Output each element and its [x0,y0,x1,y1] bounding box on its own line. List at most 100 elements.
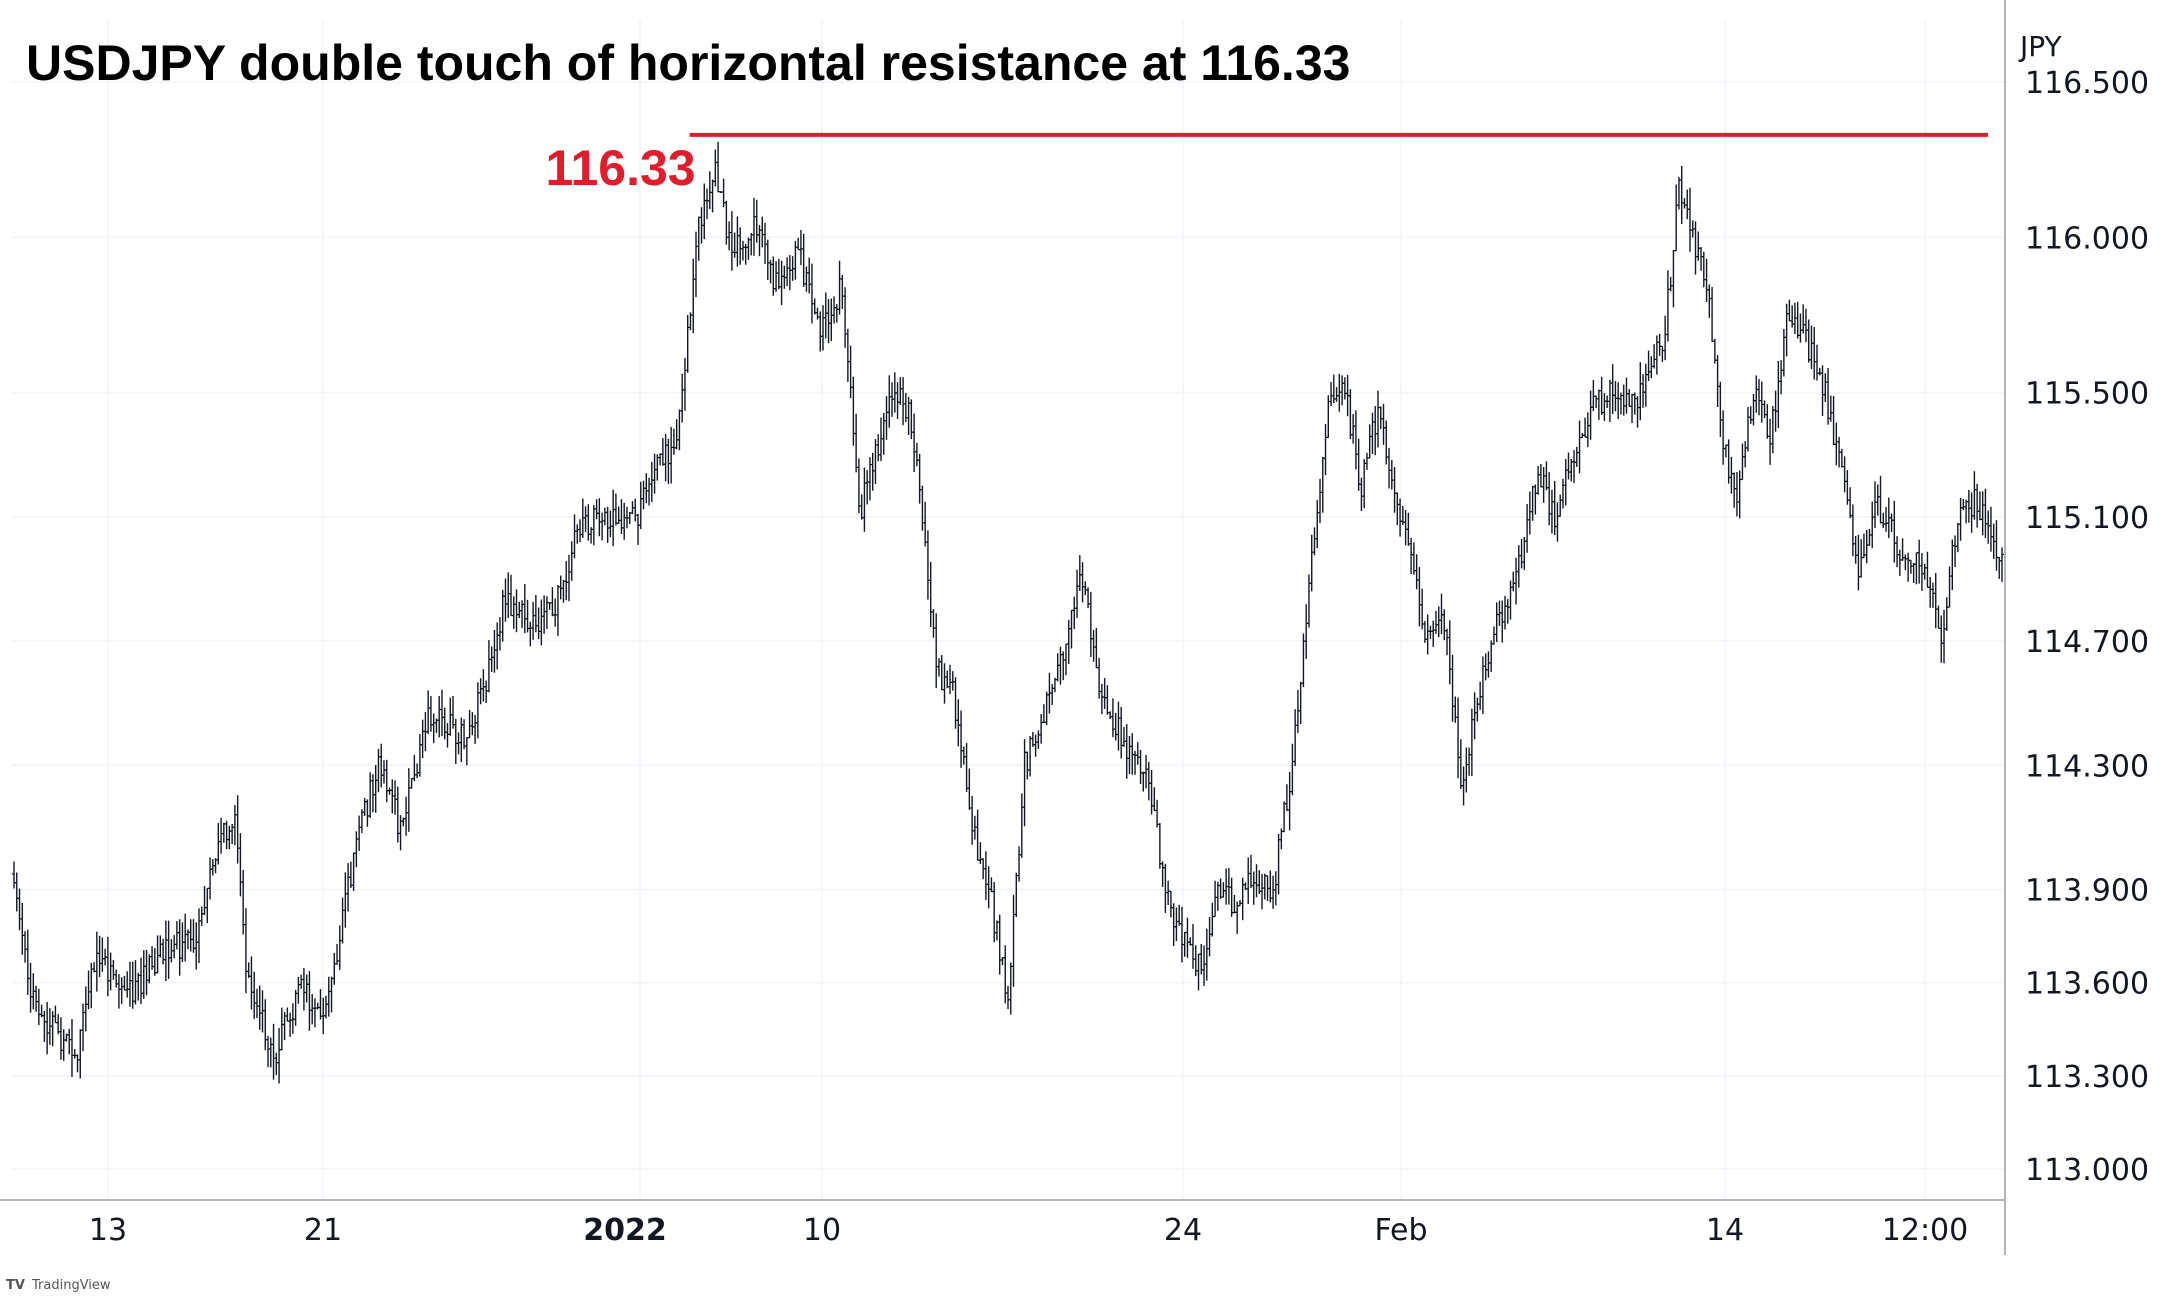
price-bar [1425,614,1430,655]
price-bar [1514,557,1519,605]
chart-title: USDJPY double touch of horizontal resist… [26,35,1350,91]
price-bar [1166,880,1171,905]
price-bar [1464,747,1469,793]
price-bar [252,971,257,1020]
price-tick-label: 113.600 [2025,967,2149,1002]
price-bar [254,988,259,1019]
price-bar [1428,625,1433,640]
price-bar [1008,962,1013,1015]
price-bar [100,937,105,972]
price-bar [834,304,839,323]
price-bar [583,506,588,533]
price-tick-label: 115.500 [2025,377,2149,412]
price-bar [1969,492,1974,533]
price-bar [224,820,229,850]
price-bar [680,373,685,423]
price-bar [1359,477,1364,512]
price-bar [1671,249,1676,308]
price-bar [332,952,337,985]
price-bar [417,734,422,777]
price-bar [1491,626,1496,645]
price-bar [1218,878,1223,899]
price-bar [152,948,157,976]
price-bar [760,216,765,248]
price-bar [1058,646,1063,685]
price-bar [119,977,124,1004]
price-bar [25,929,30,995]
price-bar [1069,609,1074,649]
time-tick-label: 2022 [583,1213,667,1248]
price-bar [1193,945,1198,977]
price-bar [851,376,856,446]
price-bar [127,961,132,1007]
price-bar [14,872,19,912]
price-bar [1897,549,1902,576]
price-bar [1583,417,1588,438]
price-bar [627,511,632,524]
price-bar [1077,555,1082,591]
price-bar [1856,534,1861,591]
price-bar [1538,463,1543,488]
price-bar [1922,563,1927,580]
price-bar [978,842,983,864]
price-axis[interactable]: 116.500 116.000 115.500 115.100 114.700 114.3… [2004,0,2149,1255]
price-bar [1168,890,1173,918]
price-bar [920,485,925,531]
price-bar [1770,406,1775,454]
price-bar [1113,712,1118,741]
price-bar [1533,484,1538,515]
price-bar [1815,344,1820,381]
price-bar [58,1017,63,1060]
tradingview-watermark: TV TradingView [6,1278,111,1293]
price-bar [1163,863,1168,914]
price-bar [1798,313,1803,343]
price-bar [796,237,801,251]
price-bar [1975,483,1980,528]
price-bar [917,453,922,504]
price-bar [713,149,718,187]
time-axis[interactable]: 13 21 2022 10 24 Feb 14 12:00 [0,1199,2005,1248]
price-bar [1138,749,1143,784]
price-bar [1232,894,1237,914]
price-bar [975,809,980,861]
price-bar [1284,784,1289,811]
price-bar [702,183,707,240]
price-bar [1039,714,1044,744]
price-bar [1403,509,1408,546]
price-bar [1831,395,1836,446]
price-bar [1409,537,1414,575]
price-bar [257,985,262,1030]
price-bar [1381,403,1386,445]
price-bar [312,998,317,1028]
price-bar [1903,554,1908,571]
price-bar [1809,325,1814,370]
price-bar [1152,787,1157,812]
price-bar [536,607,541,640]
price-bar [1558,494,1563,517]
price-bar [467,709,472,739]
price-bar [1127,736,1132,775]
price-bar [1240,877,1245,921]
price-bar [1754,375,1759,413]
price-bar [1599,376,1604,415]
price-bar [1066,619,1071,665]
price-bar [901,377,906,426]
price-bar [1226,868,1231,905]
price-bar [199,906,204,926]
price-bar [1149,770,1154,815]
price-bar [1144,754,1149,789]
time-tick-label: 21 [304,1213,342,1248]
price-bar [1638,362,1643,421]
price-bar [1312,527,1317,556]
price-bar [1472,692,1477,740]
price-bar [1135,742,1140,765]
price-bar [1657,333,1662,356]
price-bar [1596,389,1601,420]
price-bar [843,287,848,348]
price-bar [528,621,533,647]
price-bar [605,506,610,543]
price-bar [1936,605,1941,629]
price-bar [1845,470,1850,505]
price-bar [1356,438,1361,491]
price-bar [497,617,502,651]
